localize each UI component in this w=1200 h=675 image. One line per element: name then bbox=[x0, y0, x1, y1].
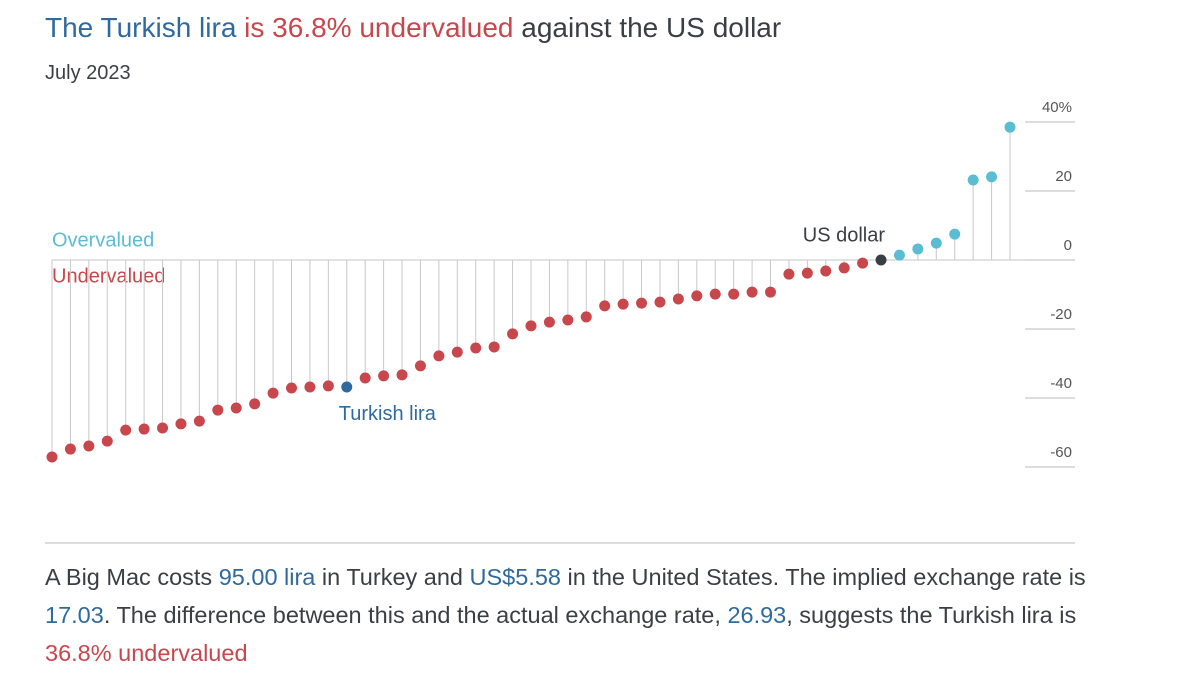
footnote-segment: 17.03 bbox=[45, 602, 104, 628]
dot bbox=[267, 387, 279, 399]
y-tick-label: -20 bbox=[1050, 306, 1072, 323]
dot bbox=[949, 228, 961, 240]
dot bbox=[193, 415, 205, 427]
dot bbox=[820, 265, 832, 277]
dot bbox=[746, 286, 758, 298]
under-label: Undervalued bbox=[52, 265, 165, 287]
dot bbox=[801, 267, 813, 279]
dot bbox=[893, 249, 905, 261]
y-tick-label: 0 bbox=[1064, 237, 1072, 254]
dot bbox=[83, 440, 95, 452]
dot bbox=[967, 174, 979, 186]
dot bbox=[783, 268, 795, 280]
dot bbox=[543, 316, 555, 328]
footnote-segment: in the United States. The implied exchan… bbox=[560, 564, 1093, 590]
dot bbox=[599, 300, 611, 312]
dot bbox=[249, 398, 261, 410]
footnote-segment: 36.8% undervalued bbox=[45, 640, 248, 666]
footnote-segment: in Turkey and bbox=[315, 564, 470, 590]
dot bbox=[378, 370, 390, 382]
dot bbox=[765, 286, 776, 298]
dot bbox=[101, 435, 113, 447]
y-tick-label: 40% bbox=[1042, 99, 1072, 116]
dot bbox=[636, 297, 648, 309]
dot bbox=[488, 341, 500, 353]
dot bbox=[654, 296, 666, 308]
dot bbox=[691, 290, 703, 302]
dot bbox=[617, 298, 629, 310]
dot bbox=[304, 381, 316, 393]
dot bbox=[359, 372, 371, 384]
chart-subtitle: July 2023 bbox=[45, 62, 131, 84]
footnote-segment: 95.00 lira bbox=[218, 564, 316, 590]
dot bbox=[1004, 121, 1016, 133]
dot bbox=[322, 380, 334, 392]
y-tick-label: 20 bbox=[1055, 168, 1072, 185]
dot bbox=[175, 418, 187, 430]
dot bbox=[875, 254, 887, 266]
title-segment: The Turkish lira bbox=[45, 12, 237, 43]
footnote-segment: , suggests the Turkish lira is bbox=[786, 602, 1083, 628]
over-label: Overvalued bbox=[52, 229, 154, 251]
y-tick-label: -40 bbox=[1050, 375, 1072, 392]
point-label: US dollar bbox=[803, 224, 886, 246]
dot bbox=[341, 381, 353, 393]
dot bbox=[120, 424, 132, 436]
dot bbox=[562, 314, 574, 326]
dot bbox=[728, 288, 740, 300]
footnote: A Big Mac costs 95.00 lira in Turkey and… bbox=[45, 558, 1105, 672]
title-segment: against the US dollar bbox=[513, 12, 782, 43]
dot bbox=[414, 360, 426, 372]
dot bbox=[451, 346, 463, 358]
dot bbox=[46, 451, 58, 463]
point-label: Turkish lira bbox=[339, 403, 437, 425]
y-tick-label: -60 bbox=[1050, 444, 1072, 461]
dot bbox=[838, 262, 850, 274]
dot bbox=[470, 342, 482, 354]
footnote-segment: US$5.58 bbox=[469, 564, 561, 590]
dot bbox=[525, 320, 537, 332]
footnote-segment: A Big Mac costs bbox=[45, 564, 219, 590]
dot bbox=[930, 237, 942, 249]
footnote-segment: . The difference between this and the ac… bbox=[103, 602, 728, 628]
dot bbox=[507, 328, 519, 340]
title-segment: is 36.8% undervalued bbox=[236, 12, 514, 43]
dot bbox=[912, 243, 924, 255]
dot bbox=[138, 423, 150, 435]
dot bbox=[396, 369, 408, 381]
dot bbox=[433, 350, 445, 362]
footnote-segment: 26.93 bbox=[727, 602, 787, 628]
dot bbox=[986, 171, 998, 183]
dot bbox=[857, 257, 869, 269]
dot bbox=[672, 293, 684, 305]
dot bbox=[230, 402, 242, 414]
dot bbox=[709, 288, 721, 300]
dot bbox=[64, 443, 76, 455]
chart-title: The Turkish lira is 36.8% undervalued ag… bbox=[45, 12, 781, 44]
dot bbox=[157, 422, 169, 434]
dot bbox=[580, 311, 592, 323]
dot bbox=[212, 404, 224, 416]
dot bbox=[286, 382, 297, 394]
